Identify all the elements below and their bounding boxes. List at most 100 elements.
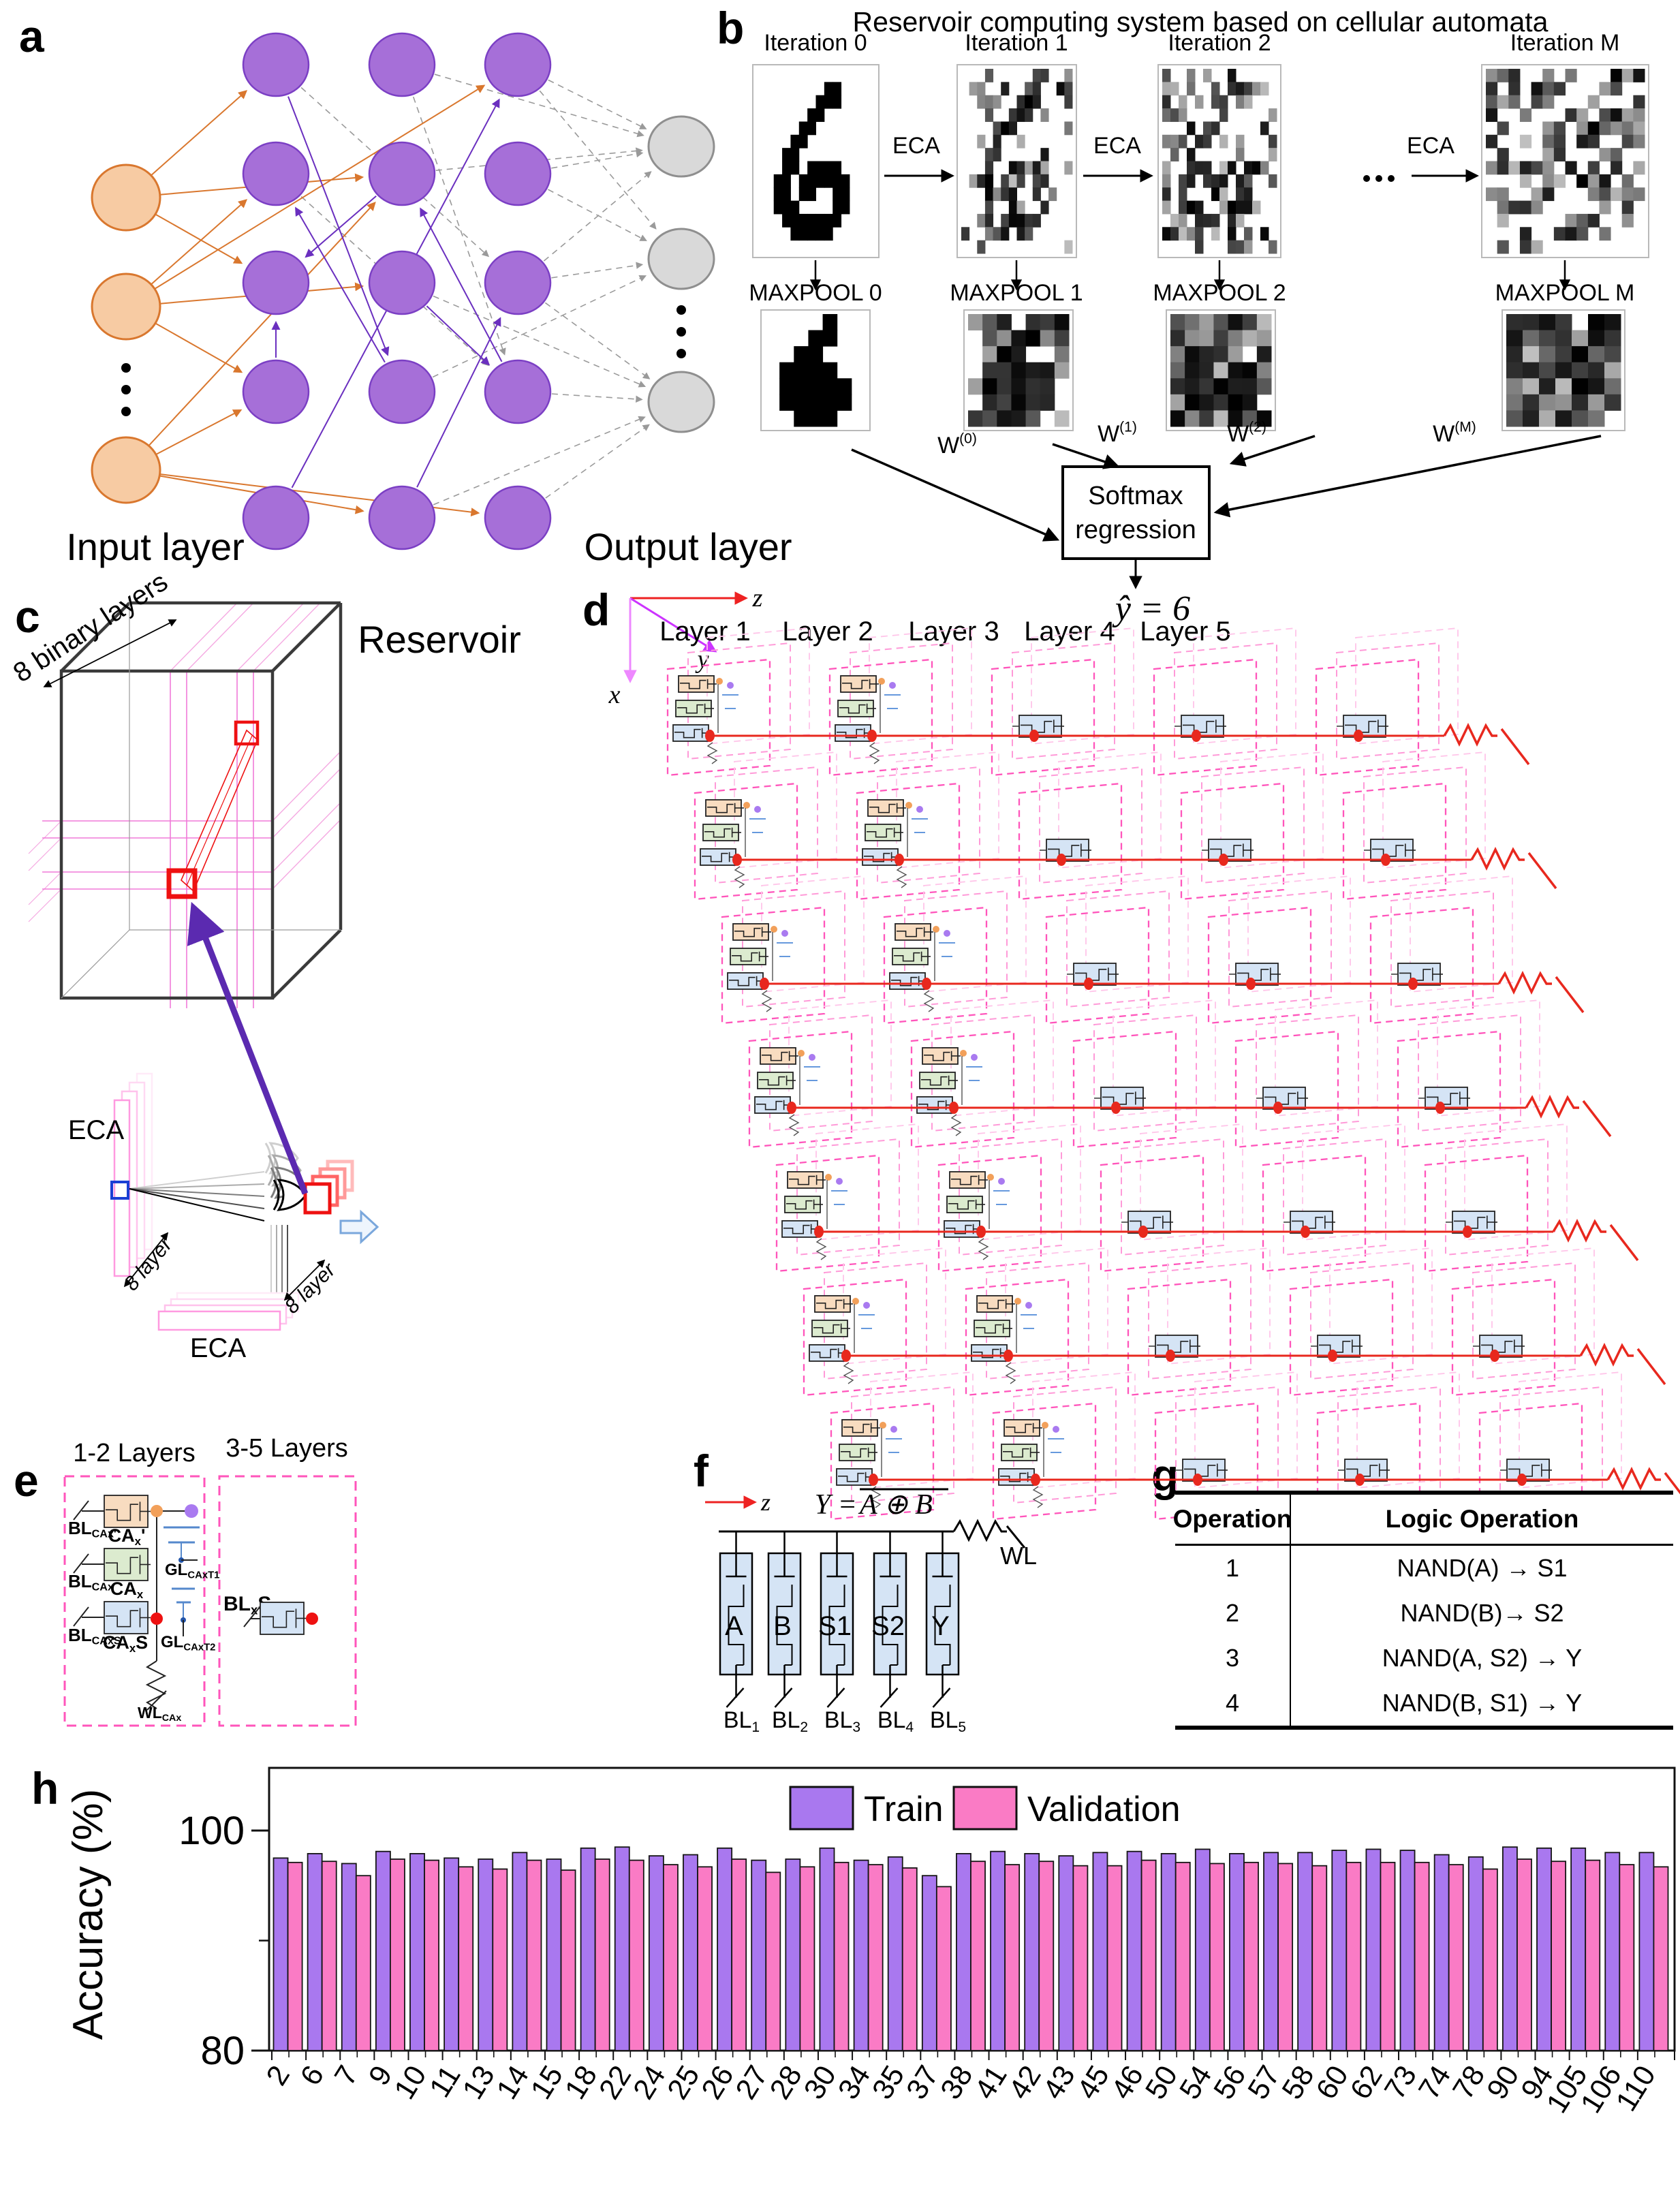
validation-bar: [1140, 1859, 1157, 2051]
bit-line-label: BL2: [772, 1707, 808, 1735]
softmax-line2: regression: [1075, 516, 1196, 544]
train-bar: [1570, 1847, 1587, 2051]
array-row: [775, 1123, 1568, 1273]
validation-bar: [697, 1866, 713, 2051]
train-bar: [717, 1847, 733, 2051]
panel-b-title: Reservoir computing system based on cell…: [853, 6, 1549, 37]
train-bar: [1126, 1850, 1142, 2051]
transistor-label: S2: [871, 1611, 905, 1641]
panel-f-nand-string: z Y = A ⊕ B WL A BL1 B BL2 S1 BL3 S2 BL4 Y BL5: [705, 1488, 1037, 1735]
logic-operation-text: NAND(B)→ S2: [1400, 1599, 1564, 1627]
layers35-box: [218, 1475, 357, 1727]
validation-bar: [1585, 1859, 1601, 2051]
legend-train-swatch: [789, 1786, 854, 1831]
train-bar: [580, 1847, 596, 2051]
weight-label: W(M): [1433, 420, 1476, 447]
validation-bar: [1516, 1858, 1532, 2051]
bl-caxs-label: BLCAxS: [68, 1625, 121, 1647]
train-bar: [1467, 1856, 1484, 2051]
train-bar: [409, 1853, 425, 2051]
reservoir-node: [242, 32, 310, 97]
train-bar: [478, 1858, 494, 2051]
reservoir-node: [242, 359, 310, 424]
table-row: 2 NAND(B)→ S2: [1175, 1591, 1673, 1636]
input-node: [91, 273, 161, 341]
table-header-logic-operation: Logic Operation: [1385, 1505, 1579, 1533]
validation-bar: [424, 1859, 439, 2051]
train-bar: [307, 1853, 323, 2051]
layers12-box: [63, 1475, 206, 1727]
reservoir-node: [368, 485, 436, 550]
bl-caxp-label: BLCAx': [68, 1518, 116, 1540]
layer-label: Layer 4: [1024, 617, 1115, 647]
validation-bar: [355, 1875, 371, 2051]
validation-bar: [287, 1861, 303, 2051]
logic-operation-text: NAND(A, S2) → Y: [1382, 1644, 1583, 1672]
train-bar: [1331, 1850, 1348, 2051]
validation-bar: [970, 1861, 986, 2051]
reservoir-node: [368, 141, 436, 206]
validation-bar: [390, 1858, 405, 2051]
reservoir-node: [242, 250, 310, 315]
eight-layer-label: 8 layer: [281, 1258, 341, 1318]
train-bar: [1058, 1855, 1074, 2051]
reservoir-label: Reservoir: [358, 618, 521, 661]
train-bar: [1433, 1854, 1450, 2051]
logic-operation-text: NAND(B, S1) → Y: [1382, 1689, 1583, 1717]
train-bar: [1638, 1852, 1655, 2051]
validation-bar: [1551, 1861, 1567, 2051]
validation-bar: [594, 1858, 610, 2051]
validation-bar: [458, 1866, 474, 2051]
caxs-label: CAxS: [103, 1632, 148, 1655]
train-bar: [921, 1875, 937, 2051]
table-row: 3 NAND(A, S2) → Y: [1175, 1636, 1673, 1681]
validation-bar: [1072, 1865, 1089, 2051]
x-axis-label: x: [608, 681, 621, 709]
train-bar: [1229, 1853, 1245, 2051]
x-tick-label: 110: [1610, 2060, 1662, 2117]
train-bar: [648, 1855, 664, 2051]
panel-d-label: d: [582, 585, 610, 635]
y-tick-label: 100: [178, 1809, 245, 1853]
equation-overline-term: A ⊕ B: [858, 1489, 933, 1521]
validation-bar: [833, 1861, 850, 2051]
panel-a-network-diagram: Input layer Reservoir Output layer: [66, 32, 792, 661]
maxpool-image: [760, 309, 871, 431]
fefet-cell: Y BL5: [925, 1531, 966, 1735]
layer-label: Layer 3: [908, 617, 999, 647]
validation-bar: [935, 1886, 952, 2051]
output-node: [647, 371, 715, 433]
input-node: [91, 164, 161, 232]
softmax-box: [1061, 465, 1211, 560]
validation-bar: [662, 1864, 679, 2051]
train-bar: [341, 1863, 357, 2051]
layer-label: Layer 1: [659, 617, 750, 647]
train-bar: [512, 1852, 528, 2051]
train-bar: [1160, 1853, 1177, 2051]
validation-bar: [1619, 1864, 1635, 2051]
iteration-label: Iteration 0: [764, 30, 867, 56]
iteration-image: [1157, 64, 1281, 258]
table-row: 1 NAND(A) → S1: [1175, 1546, 1673, 1591]
validation-bar: [1448, 1864, 1464, 2051]
node-dot-red: [306, 1613, 318, 1625]
train-bar: [1297, 1852, 1313, 2051]
legend-train-label: Train: [864, 1790, 944, 1829]
iteration-image: [1481, 64, 1649, 258]
array-row: [666, 627, 1459, 777]
iteration-label: Iteration M: [1510, 30, 1620, 56]
train-bar: [1399, 1850, 1416, 2051]
panel-b-label: b: [717, 3, 745, 53]
operation-number: 4: [1175, 1681, 1291, 1726]
train-bar: [1092, 1852, 1108, 2051]
train-bar: [853, 1859, 869, 2051]
panel-e-label: e: [14, 1455, 39, 1506]
input-cell-marker: [110, 1181, 129, 1200]
logic-operation-text: NAND(A) → S1: [1397, 1554, 1568, 1582]
validation-bar: [1653, 1866, 1669, 2051]
validation-bar: [1175, 1861, 1191, 2051]
eca-label: ECA: [892, 133, 940, 159]
validation-bar: [492, 1868, 508, 2051]
fefet-cell: S2 BL4: [871, 1531, 914, 1735]
